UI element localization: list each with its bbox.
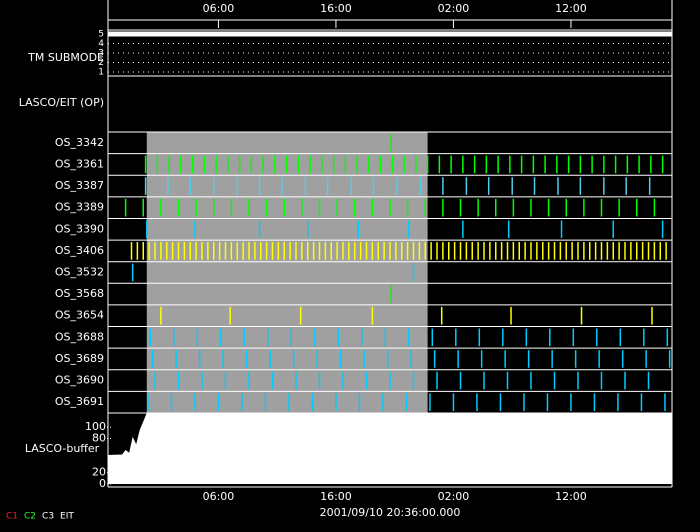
x-tick-label: 02:00 [438, 490, 470, 503]
row-label: OS_3342 [55, 136, 104, 149]
row-label: OS_3389 [55, 201, 104, 214]
row-label: OS_3688 [55, 330, 104, 343]
legend-entry: EIT [60, 512, 74, 522]
submode-tick-label: 5 [98, 30, 104, 40]
row-label: OS_3690 [55, 374, 104, 387]
buffer-area [108, 413, 672, 484]
row-label: OS_3406 [55, 244, 104, 257]
row-label: OS_3387 [55, 179, 104, 192]
legend-entry: C3 [42, 512, 54, 522]
submode-tick-label: 1 [98, 68, 104, 78]
x-tick-label-top: 02:00 [438, 2, 470, 15]
row-label: OS_3361 [55, 157, 104, 170]
row-label: OS_3654 [55, 309, 104, 322]
buffer-label: LASCO-buffer [25, 442, 100, 455]
row-label: OS_3691 [55, 395, 104, 408]
legend-entry: C2 [24, 512, 36, 522]
x-label: 2001/09/10 20:36:00.000 [320, 506, 461, 519]
x-tick-label-top: 12:00 [555, 2, 587, 15]
x-tick-label: 12:00 [555, 490, 587, 503]
buffer-tick-label: 0 [99, 477, 106, 490]
buffer-tick-label: 80 [92, 432, 106, 445]
x-tick-label: 06:00 [203, 490, 235, 503]
shaded-range [146, 132, 428, 413]
op-label: LASCO/EIT (OP) [19, 96, 104, 109]
row-label: OS_3390 [55, 222, 104, 235]
submode-tick-label: 2 [98, 58, 104, 68]
submode-label: TM SUBMODE [27, 51, 104, 64]
x-tick-label-top: 06:00 [203, 2, 235, 15]
legend-entry: C1 [6, 512, 18, 522]
x-tick-label: 16:00 [320, 490, 352, 503]
buffer-tick-label: 20 [92, 466, 106, 479]
row-label: OS_3568 [55, 287, 104, 300]
submode-tick-label: 4 [98, 39, 104, 49]
submode-tick-label: 3 [98, 49, 104, 59]
x-tick-label-top: 16:00 [320, 2, 352, 15]
row-label: OS_3689 [55, 352, 104, 365]
row-label: OS_3532 [55, 266, 104, 279]
buffer-tick-label: 100 [85, 420, 106, 433]
